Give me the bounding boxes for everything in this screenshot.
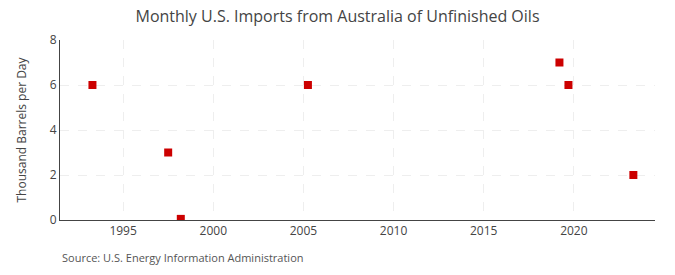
svg-text:2015: 2015 xyxy=(470,222,498,239)
svg-text:6: 6 xyxy=(50,76,57,93)
svg-text:2: 2 xyxy=(50,166,57,183)
svg-text:2000: 2000 xyxy=(200,222,228,239)
svg-text:1995: 1995 xyxy=(109,222,137,239)
svg-text:2020: 2020 xyxy=(560,222,588,239)
svg-text:2010: 2010 xyxy=(380,222,408,239)
svg-text:0: 0 xyxy=(50,211,57,228)
svg-text:Thousand Barrels per Day: Thousand Barrels per Day xyxy=(13,56,30,202)
svg-text:4: 4 xyxy=(50,121,57,138)
svg-text:8: 8 xyxy=(50,31,57,48)
svg-text:2005: 2005 xyxy=(290,222,318,239)
svg-text:Monthly U.S. Imports from Aust: Monthly U.S. Imports from Australia of U… xyxy=(135,5,539,27)
svg-text:Source: U.S. Energy Informatio: Source: U.S. Energy Information Administ… xyxy=(62,250,304,265)
